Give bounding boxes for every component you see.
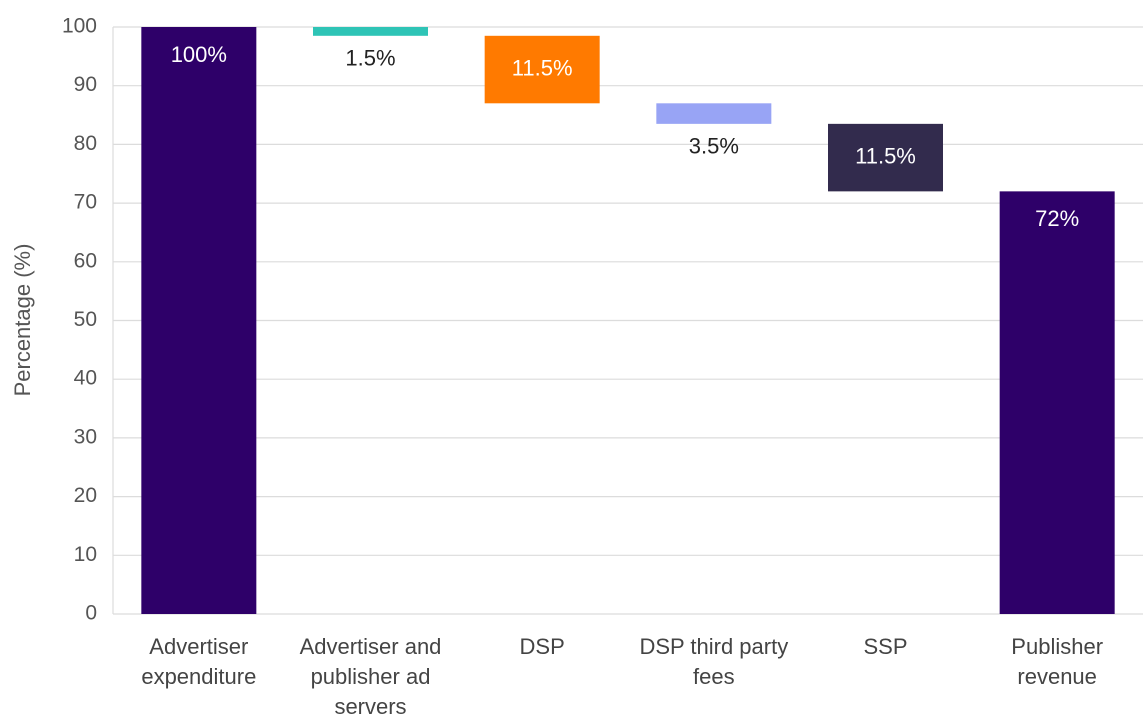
y-tick-label: 100 [62, 15, 97, 38]
bar [656, 103, 772, 124]
data-label: 3.5% [689, 134, 739, 159]
y-tick-label: 70 [74, 191, 97, 214]
y-tick-label: 60 [74, 249, 97, 272]
bar [313, 27, 428, 36]
y-tick-label: 80 [74, 132, 97, 155]
y-tick-label: 10 [74, 543, 97, 566]
x-tick-label: SSP [863, 634, 908, 659]
x-tick-label: Publisher revenue [1011, 634, 1104, 689]
x-tick-label: Advertiser and publisher ad servers [299, 634, 442, 716]
bar [141, 27, 257, 614]
x-tick-label: DSP third party fees [639, 634, 789, 689]
bar [828, 123, 943, 192]
bar [484, 35, 600, 104]
bar [999, 191, 1115, 615]
y-tick-label: 0 [85, 602, 97, 625]
data-label: 1.5% [345, 46, 395, 71]
data-label: 72% [1035, 206, 1079, 231]
x-tick-label: DSP [519, 634, 565, 659]
y-tick-label: 40 [74, 367, 97, 390]
data-label: 100% [171, 42, 227, 67]
data-label: 11.5% [512, 55, 573, 80]
x-tick-label: Advertiser expenditure [141, 634, 257, 689]
y-tick-label: 30 [74, 425, 97, 448]
y-tick-label: 20 [74, 484, 97, 507]
data-label: 11.5% [855, 143, 916, 168]
y-tick-label: 50 [74, 308, 97, 331]
y-axis-label: Percentage (%) [10, 244, 35, 397]
y-tick-label: 90 [74, 73, 97, 96]
